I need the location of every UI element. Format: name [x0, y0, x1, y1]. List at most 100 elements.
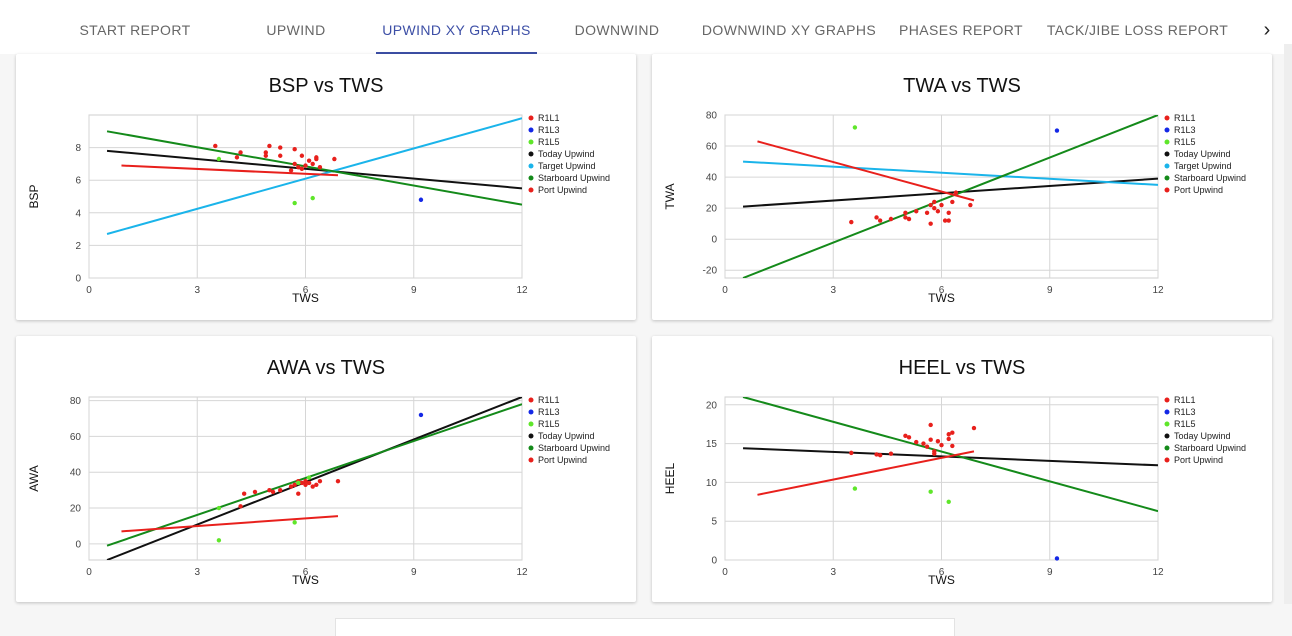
chart-1-legend-label-r1l3: R1L3	[1174, 125, 1196, 135]
chart-2-x-axis-label: TWS	[292, 573, 319, 587]
chart-1-point-r1l5-0	[852, 125, 858, 130]
chart-0-point-r1l1-18	[314, 155, 319, 160]
chart-3-point-r1l1-0	[849, 450, 854, 456]
chart-0-point-r1l3-0	[418, 197, 424, 202]
tab-upwind[interactable]: UPWIND	[266, 22, 326, 38]
chart-1-line-port-upwind	[757, 140, 975, 202]
chart-1-point-r1l1-11	[932, 205, 937, 211]
chevron-right-icon[interactable]: ›	[1263, 19, 1271, 41]
chart-1-legend-marker-r1l3	[1164, 127, 1170, 133]
chart-3-x-tick-label-0: 0	[722, 567, 728, 578]
tab-tack-jibe-loss-report[interactable]: TACK/JIBE LOSS REPORT	[1046, 22, 1229, 38]
chart-1-y-axis-label: TWA	[663, 183, 677, 209]
chart-3-legend-label-r1l5: R1L5	[1174, 419, 1196, 429]
chart-3-y-tick-label-2: 10	[706, 478, 718, 489]
chart-3-point-r1l3-0	[1054, 556, 1060, 561]
chart-0-point-r1l1-20	[332, 156, 337, 162]
chart-3-legend-label-r1l1: R1L1	[1174, 395, 1196, 405]
chart-card-bsp: 0 3 6 9 12 0 2 4 6 8 BSP vs TWS TWS BSP R1L1 R1L3 R1L5 T…	[16, 54, 636, 320]
chart-1-legend-marker-r1l1	[1164, 115, 1170, 121]
chart-0-legend-marker-r1l1	[528, 115, 534, 121]
chart-3-legend-marker-r1l5	[1164, 421, 1170, 427]
chart-0-legend-label-port-upwind: Port Upwind	[538, 185, 587, 195]
chart-1-point-r1l1-20	[968, 202, 973, 208]
chart-1-point-r1l1-10	[928, 202, 933, 208]
chart-3-point-r1l1-6	[914, 439, 919, 445]
chart-3-y-tick-label-0: 0	[711, 556, 717, 567]
chart-0-line-today-upwind	[106, 149, 522, 190]
chart-0-legend-marker-port-upwind	[528, 187, 534, 193]
tab-start-report[interactable]: START REPORT	[79, 22, 191, 38]
tab-bar: START REPORT UPWIND UPWIND XY GRAPHS DOW…	[0, 0, 1292, 54]
chart-0-legend-label-target-upwind: Target Upwind	[538, 161, 596, 171]
chart-3-x-tick-label-4: 12	[1152, 567, 1164, 578]
chart-3-point-r1l1-9	[928, 437, 933, 442]
chart-2-point-r1l5-3	[296, 480, 301, 486]
chart-2-line-starboard-upwind	[106, 403, 522, 547]
chart-2-point-r1l5-1	[216, 538, 222, 543]
page-scrollbar[interactable]	[1284, 44, 1292, 604]
chart-0-point-r1l1-15	[306, 158, 312, 163]
chart-2-x-tick-label-2: 6	[303, 567, 309, 578]
chart-2-y-axis-label: AWA	[27, 465, 41, 491]
chart-0-legend-label-r1l5: R1L5	[538, 137, 560, 147]
chart-2-x-tick-label-0: 0	[86, 567, 92, 578]
chart-2-point-r1l5-2	[292, 520, 297, 525]
chart-3-point-r1l1-1	[874, 452, 879, 457]
chart-0-point-r1l1-0	[213, 143, 218, 149]
chart-2-point-r1l1-14	[310, 484, 315, 489]
chart-0-y-tick-label-2: 4	[75, 208, 81, 219]
chart-3-legend-label-today-upwind: Today Upwind	[1174, 431, 1231, 441]
chart-0-legend-label-starboard-upwind: Starboard Upwind	[538, 173, 610, 183]
chart-2-y-tick-label-2: 40	[70, 468, 82, 479]
chart-2-legend-label-r1l1: R1L1	[538, 395, 560, 405]
chart-0-y-tick-label-0: 0	[75, 274, 81, 285]
chart-1-x-axis-label: TWS	[928, 291, 955, 305]
chart-3-y-tick-label-4: 20	[706, 400, 718, 411]
chart-1-y-tick-label-2: 20	[706, 204, 718, 215]
chart-1-point-r1l1-1	[874, 215, 879, 220]
chart-3-point-r1l1-13	[935, 439, 941, 444]
chart-3-point-r1l1-10	[928, 422, 933, 428]
chart-3-point-r1l5-2	[946, 499, 951, 504]
chart-0-point-r1l1-4	[263, 153, 269, 158]
chart-1-x-tick-label-1: 3	[830, 285, 836, 296]
chart-awa-vs-tws: 0 3 6 9 12 0 20 40 60 80 AWA vs TWS TWS AWA R1L1 R1L3 R…	[27, 357, 610, 587]
chart-0-legend-marker-starboard-upwind	[528, 175, 534, 181]
chart-0-point-r1l1-11	[296, 164, 301, 170]
chart-2-x-tick-label-1: 3	[194, 567, 200, 578]
chart-0-legend-marker-target-upwind	[528, 163, 534, 169]
chart-1-point-r1l1-13	[935, 209, 941, 214]
bottom-panel	[335, 618, 955, 636]
chart-1-y-tick-label-5: 80	[706, 111, 718, 122]
chart-0-y-tick-label-3: 6	[75, 176, 81, 187]
tab-downwind[interactable]: DOWNWIND	[574, 22, 660, 38]
chart-0-x-tick-label-3: 9	[411, 285, 417, 296]
chart-2-x-tick-label-4: 12	[516, 567, 528, 578]
chart-2-point-r1l1-12	[303, 482, 308, 487]
chart-2-point-r1l5-4	[306, 475, 312, 480]
chart-1-point-r1l1-12	[932, 199, 937, 205]
chart-1-point-r1l1-14	[939, 202, 944, 208]
chart-1-point-r1l1-4	[903, 210, 908, 215]
chart-0-line-port-upwind	[121, 164, 339, 177]
chart-0-legend-marker-r1l5	[528, 139, 534, 145]
chart-0-point-r1l1-14	[303, 163, 308, 168]
tab-upwind-xy-graphs[interactable]: UPWIND XY GRAPHS	[376, 0, 537, 54]
chart-3-x-tick-label-1: 3	[830, 567, 836, 578]
tab-downwind-xy-graphs[interactable]: DOWNWIND XY GRAPHS	[701, 22, 877, 38]
tab-phases-report[interactable]: PHASES REPORT	[899, 22, 1023, 38]
chart-2-point-r1l1-11	[303, 478, 308, 484]
chart-0-point-r1l5-0	[216, 156, 222, 162]
chart-1-point-r1l1-17	[946, 218, 951, 223]
chart-1-point-r1l1-8	[924, 210, 930, 215]
chart-3-point-r1l1-15	[946, 432, 951, 437]
chart-1-line-today-upwind	[742, 177, 1158, 208]
chart-0-legend-marker-today-upwind	[528, 151, 534, 157]
chart-2-y-tick-label-0: 0	[75, 539, 81, 550]
chart-2-point-r1l1-0	[238, 504, 243, 509]
chart-2-y-tick-label-1: 20	[70, 504, 82, 515]
chart-3-x-tick-label-2: 6	[939, 567, 945, 578]
chart-twa-vs-tws: 0 3 6 9 12 -20 0 20 40 60 80 TWA vs TWS TWS TWA R1L1 R1…	[663, 75, 1246, 305]
chart-0-line-starboard-upwind	[106, 130, 522, 206]
